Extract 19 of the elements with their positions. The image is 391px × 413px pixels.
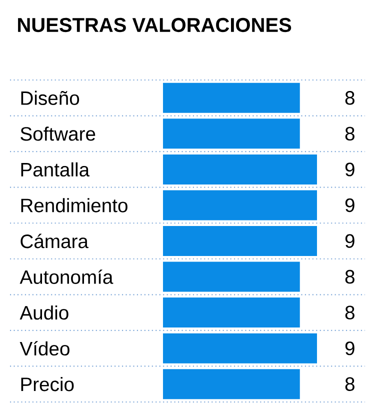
data-label: 9: [345, 162, 354, 176]
data-label: 9: [345, 198, 354, 212]
y-tick-label: Precio: [21, 377, 74, 392]
y-tick-label: Rendimiento: [21, 198, 128, 212]
y-tick-label: Cámara: [20, 234, 88, 248]
data-label: 8: [345, 91, 354, 105]
data-label: 8: [345, 306, 354, 320]
y-tick-label: Vídeo: [20, 341, 70, 356]
data-label: 8: [345, 126, 354, 141]
chart-title: NUESTRAS VALORACIONES: [18, 18, 292, 32]
data-label: 8: [345, 270, 354, 284]
y-tick-label: Software: [20, 126, 96, 141]
data-label: 9: [345, 341, 354, 356]
data-label: 9: [345, 234, 354, 248]
data-label: 8: [345, 377, 354, 391]
y-tick-label: Audio: [20, 305, 68, 320]
y-tick-label: Pantalla: [21, 162, 90, 177]
y-tick-label: Autonomía: [20, 270, 114, 284]
y-tick-label: Diseño: [21, 90, 80, 105]
